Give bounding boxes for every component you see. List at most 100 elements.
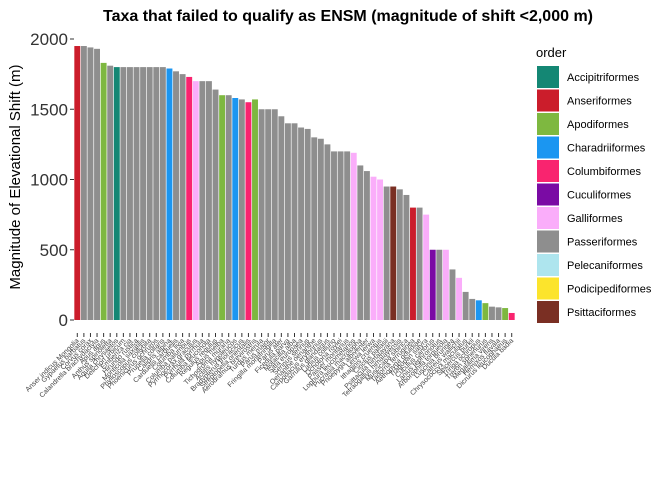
bars — [74, 46, 515, 321]
legend-title: order — [536, 45, 567, 60]
bar — [159, 67, 166, 320]
y-tick-label: 0 — [59, 311, 68, 330]
bar — [252, 99, 258, 320]
legend-label: Pelecaniformes — [567, 260, 643, 272]
y-axis-ticks: 0 500 1000 1500 2000 — [30, 30, 74, 330]
bar — [87, 47, 94, 321]
bar — [462, 291, 469, 320]
legend-swatch — [537, 230, 559, 253]
bar — [390, 186, 397, 320]
legend-swatch — [537, 183, 559, 206]
bar — [337, 151, 344, 320]
legend-label: Podicipediformes — [567, 284, 652, 296]
bar — [469, 298, 476, 320]
bar — [331, 151, 337, 320]
bar — [436, 249, 443, 320]
bar — [245, 102, 252, 320]
bar — [186, 76, 193, 320]
bar — [166, 68, 173, 320]
bar — [429, 249, 436, 320]
bar — [199, 81, 206, 321]
legend-label: Columbiformes — [567, 166, 641, 178]
legend-label: Apodiformes — [567, 119, 629, 131]
bar — [383, 186, 390, 320]
bar — [179, 74, 186, 320]
bar — [100, 62, 107, 320]
legend-swatch — [537, 277, 559, 300]
bar — [80, 46, 87, 321]
bar — [219, 95, 226, 320]
y-tick-label: 2000 — [30, 30, 68, 49]
bar — [456, 277, 463, 320]
y-tick-label: 500 — [40, 241, 68, 260]
legend-swatch — [537, 66, 559, 88]
legend-label: Galliformes — [567, 213, 623, 225]
legend: order Accipitriformes Anseriformes Apodifo… — [536, 45, 652, 323]
bar — [350, 152, 357, 320]
bar — [238, 99, 245, 320]
bar — [410, 207, 416, 320]
bar — [423, 214, 430, 320]
bar — [173, 71, 179, 320]
bar — [225, 95, 232, 320]
bar — [94, 48, 100, 321]
bar — [232, 98, 239, 320]
bar — [126, 67, 133, 320]
bar — [212, 89, 219, 320]
legend-label: Charadriiformes — [567, 143, 646, 155]
legend-swatch — [537, 301, 559, 323]
legend-swatch — [537, 136, 559, 159]
y-tick-label: 1500 — [30, 100, 68, 119]
bar — [205, 81, 212, 321]
bar — [140, 67, 147, 320]
bar — [133, 67, 140, 320]
bar — [396, 189, 403, 320]
bar — [495, 307, 502, 320]
bar — [258, 109, 265, 320]
bar — [442, 249, 449, 320]
bar — [278, 116, 285, 321]
bar — [120, 67, 127, 320]
legend-label: Passeriformes — [567, 237, 638, 249]
bar — [475, 300, 482, 320]
y-tick-label: 1000 — [30, 171, 68, 190]
legend-swatch — [537, 89, 559, 112]
legend-label: Anseriformes — [567, 96, 632, 108]
bar — [146, 67, 153, 320]
bar — [416, 207, 423, 320]
legend-label: Psittaciformes — [567, 307, 637, 319]
bar — [449, 269, 456, 320]
bar — [482, 303, 489, 320]
bar — [344, 151, 351, 320]
bar — [291, 123, 298, 320]
bar — [107, 65, 114, 320]
bar — [317, 138, 324, 320]
legend-swatch — [537, 254, 559, 276]
legend-label: Cuculiformes — [567, 190, 632, 202]
chart-title: Taxa that failed to qualify as ENSM (mag… — [103, 8, 593, 25]
bar — [357, 165, 364, 320]
legend-label: Accipitriformes — [567, 72, 640, 84]
bar — [370, 176, 377, 320]
bar — [298, 127, 305, 320]
bar — [304, 128, 311, 320]
bar — [363, 171, 370, 320]
bar — [508, 312, 515, 320]
y-axis-label: Magnitude of Elevational Shift (m) — [7, 64, 24, 289]
bar — [74, 46, 81, 321]
bar — [489, 306, 495, 320]
bar — [113, 67, 120, 320]
bar — [502, 308, 509, 320]
bar — [284, 123, 291, 320]
bar — [377, 179, 384, 320]
legend-swatch — [537, 113, 559, 135]
legend-swatch — [537, 207, 559, 229]
bar — [265, 109, 272, 320]
bar — [271, 109, 278, 320]
bar — [324, 144, 331, 320]
bar — [153, 67, 160, 320]
bar — [311, 137, 318, 320]
legend-swatch — [537, 160, 559, 182]
